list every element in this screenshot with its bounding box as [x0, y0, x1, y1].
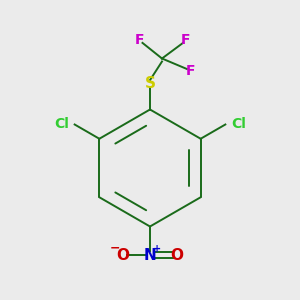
Text: F: F: [135, 33, 144, 47]
Text: +: +: [152, 244, 161, 254]
Text: −: −: [110, 241, 120, 254]
Text: O: O: [116, 248, 130, 262]
Text: S: S: [145, 76, 155, 92]
Text: Cl: Cl: [54, 118, 69, 131]
Text: O: O: [170, 248, 184, 262]
Text: Cl: Cl: [231, 118, 246, 131]
Text: F: F: [181, 33, 191, 47]
Text: N: N: [144, 248, 156, 262]
Text: F: F: [186, 64, 195, 77]
